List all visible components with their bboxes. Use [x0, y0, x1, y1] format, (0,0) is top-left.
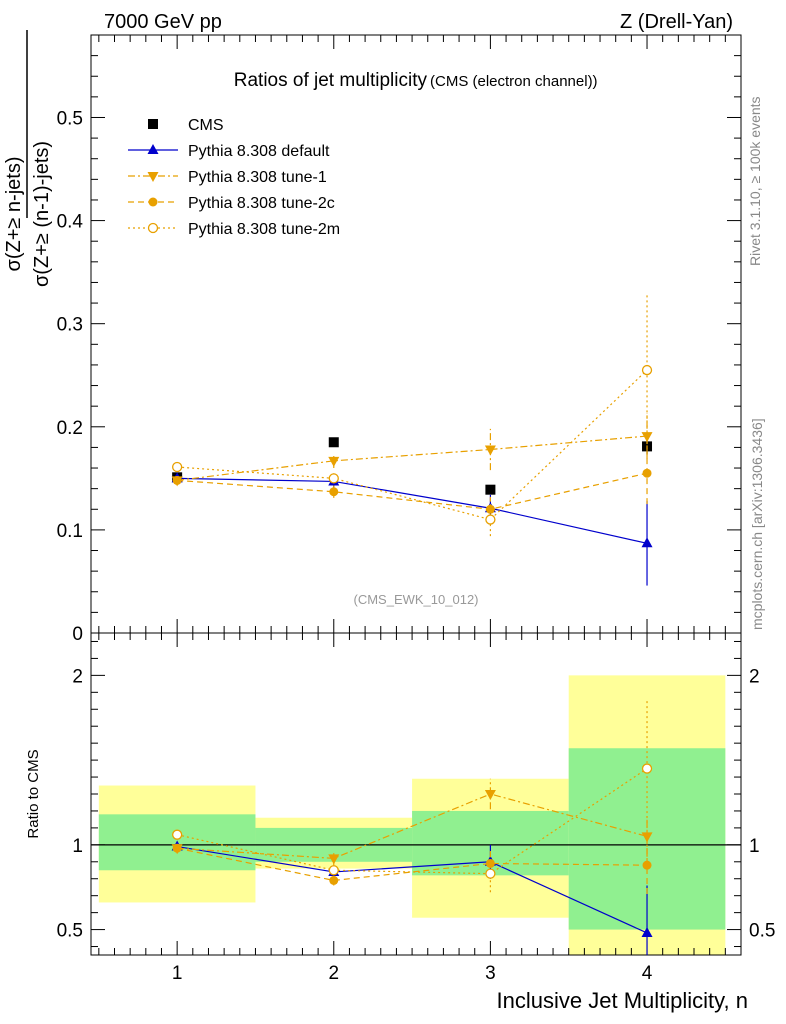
ratio-point — [329, 875, 339, 885]
legend-label: Pythia 8.308 tune-1 — [188, 169, 327, 186]
legend-item: CMS — [148, 117, 224, 134]
legend-item: Pythia 8.308 default — [128, 143, 330, 160]
data-point — [641, 364, 653, 376]
data-point — [485, 514, 496, 525]
series-1 — [171, 472, 653, 586]
data-point — [641, 537, 653, 548]
legend-marker — [147, 144, 159, 154]
data-point — [171, 461, 183, 473]
series-0 — [172, 437, 653, 495]
rivet-version-label: Rivet 3.1.10, ≥ 100k events — [747, 96, 763, 266]
ratio-point — [171, 829, 183, 840]
cms-point — [485, 484, 496, 495]
main-ytick-label: 0 — [72, 624, 83, 645]
ratio-series-line — [177, 793, 648, 860]
main-ytick-label: 0.1 — [57, 521, 83, 542]
ratio-series-line — [177, 847, 648, 882]
ratio-ytick-label-right: 0.5 — [749, 921, 775, 942]
legend: CMS Pythia 8.308 default Pythia 8.308 tune… — [128, 117, 340, 238]
ratio-point — [328, 854, 340, 865]
ratio-series-3 — [171, 699, 653, 893]
series-line — [177, 472, 648, 510]
ratio-point — [485, 868, 496, 879]
data-point — [328, 456, 340, 467]
legend-label: Pythia 8.308 tune-2c — [188, 195, 335, 212]
x-tick-label: 3 — [485, 963, 496, 984]
chart-subtitle: (CMS (electron channel)) — [430, 73, 598, 90]
data-point — [328, 473, 339, 484]
legend-item: Pythia 8.308 tune-1 — [128, 169, 327, 186]
legend-label: CMS — [188, 117, 224, 134]
legend-marker — [147, 222, 159, 234]
data-point — [642, 468, 652, 478]
main-ytick-label: 0.5 — [57, 108, 83, 129]
ratio-ytick-label: 2 — [72, 666, 83, 687]
ratio-series-line — [177, 768, 648, 875]
analysis-watermark: (CMS_EWK_10_012) — [354, 592, 479, 607]
data-point — [484, 445, 496, 456]
ratio-point — [484, 790, 496, 800]
main-panel: 0 0.1 0.2 0.3 0.4 0.5 — [57, 34, 742, 645]
ratio-point — [641, 763, 653, 774]
series-line — [177, 435, 648, 482]
legend-item: Pythia 8.308 tune-2c — [128, 195, 335, 212]
legend-marker — [148, 119, 158, 129]
main-ytick-label: 0.4 — [57, 212, 84, 233]
ratio-point — [641, 926, 653, 937]
legend-label: Pythia 8.308 tune-2m — [188, 221, 340, 238]
header-left: 7000 GeV pp — [104, 11, 222, 33]
series-4 — [171, 292, 653, 537]
main-ylabel-numerator: σ(Z+≥ n-jets) — [3, 157, 25, 272]
x-axis-label: Inclusive Jet Multiplicity, n — [497, 988, 748, 1013]
cms-point — [328, 437, 339, 448]
ratio-point — [328, 865, 339, 876]
chart-title: Ratios of jet multiplicity — [234, 70, 428, 91]
legend-label: Pythia 8.308 default — [188, 143, 330, 160]
ratio-ytick-label-right: 2 — [749, 666, 760, 687]
x-tick-label: 1 — [172, 963, 183, 984]
ratio-point — [485, 858, 495, 868]
ratio-ylabel: Ratio to CMS — [25, 749, 42, 838]
mcplots-citation: mcplots.cern.ch [arXiv:1306.3436] — [749, 418, 765, 630]
ratio-point — [172, 843, 182, 853]
series-2 — [171, 413, 653, 487]
ratio-series-line — [177, 845, 648, 934]
series-line — [177, 369, 648, 521]
ratio-ytick-label: 0.5 — [57, 921, 83, 942]
data-point — [329, 487, 339, 497]
main-ytick-label: 0.3 — [57, 315, 83, 336]
main-ytick-label: 0.2 — [57, 418, 83, 439]
ratio-series-2 — [172, 836, 652, 894]
header-right: Z (Drell-Yan) — [620, 11, 733, 33]
series-3 — [172, 442, 652, 522]
ratio-point — [642, 860, 652, 870]
x-tick-label: 2 — [328, 963, 339, 984]
ratio-panel: 0.5 0.5 1 1 2 2 1 2 3 4 — [57, 632, 775, 984]
x-tick-label: 4 — [642, 963, 653, 984]
ratio-series — [171, 699, 653, 955]
series-line — [177, 477, 648, 544]
ratio-ytick-label-right: 1 — [749, 836, 760, 857]
main-ylabel-denominator: σ(Z+≥ (n-1)-jets) — [31, 141, 53, 287]
data-point — [172, 475, 182, 485]
legend-marker — [147, 172, 159, 182]
legend-item: Pythia 8.308 tune-2m — [128, 221, 340, 238]
ratio-ytick-label: 1 — [72, 836, 83, 857]
legend-marker — [148, 197, 158, 207]
